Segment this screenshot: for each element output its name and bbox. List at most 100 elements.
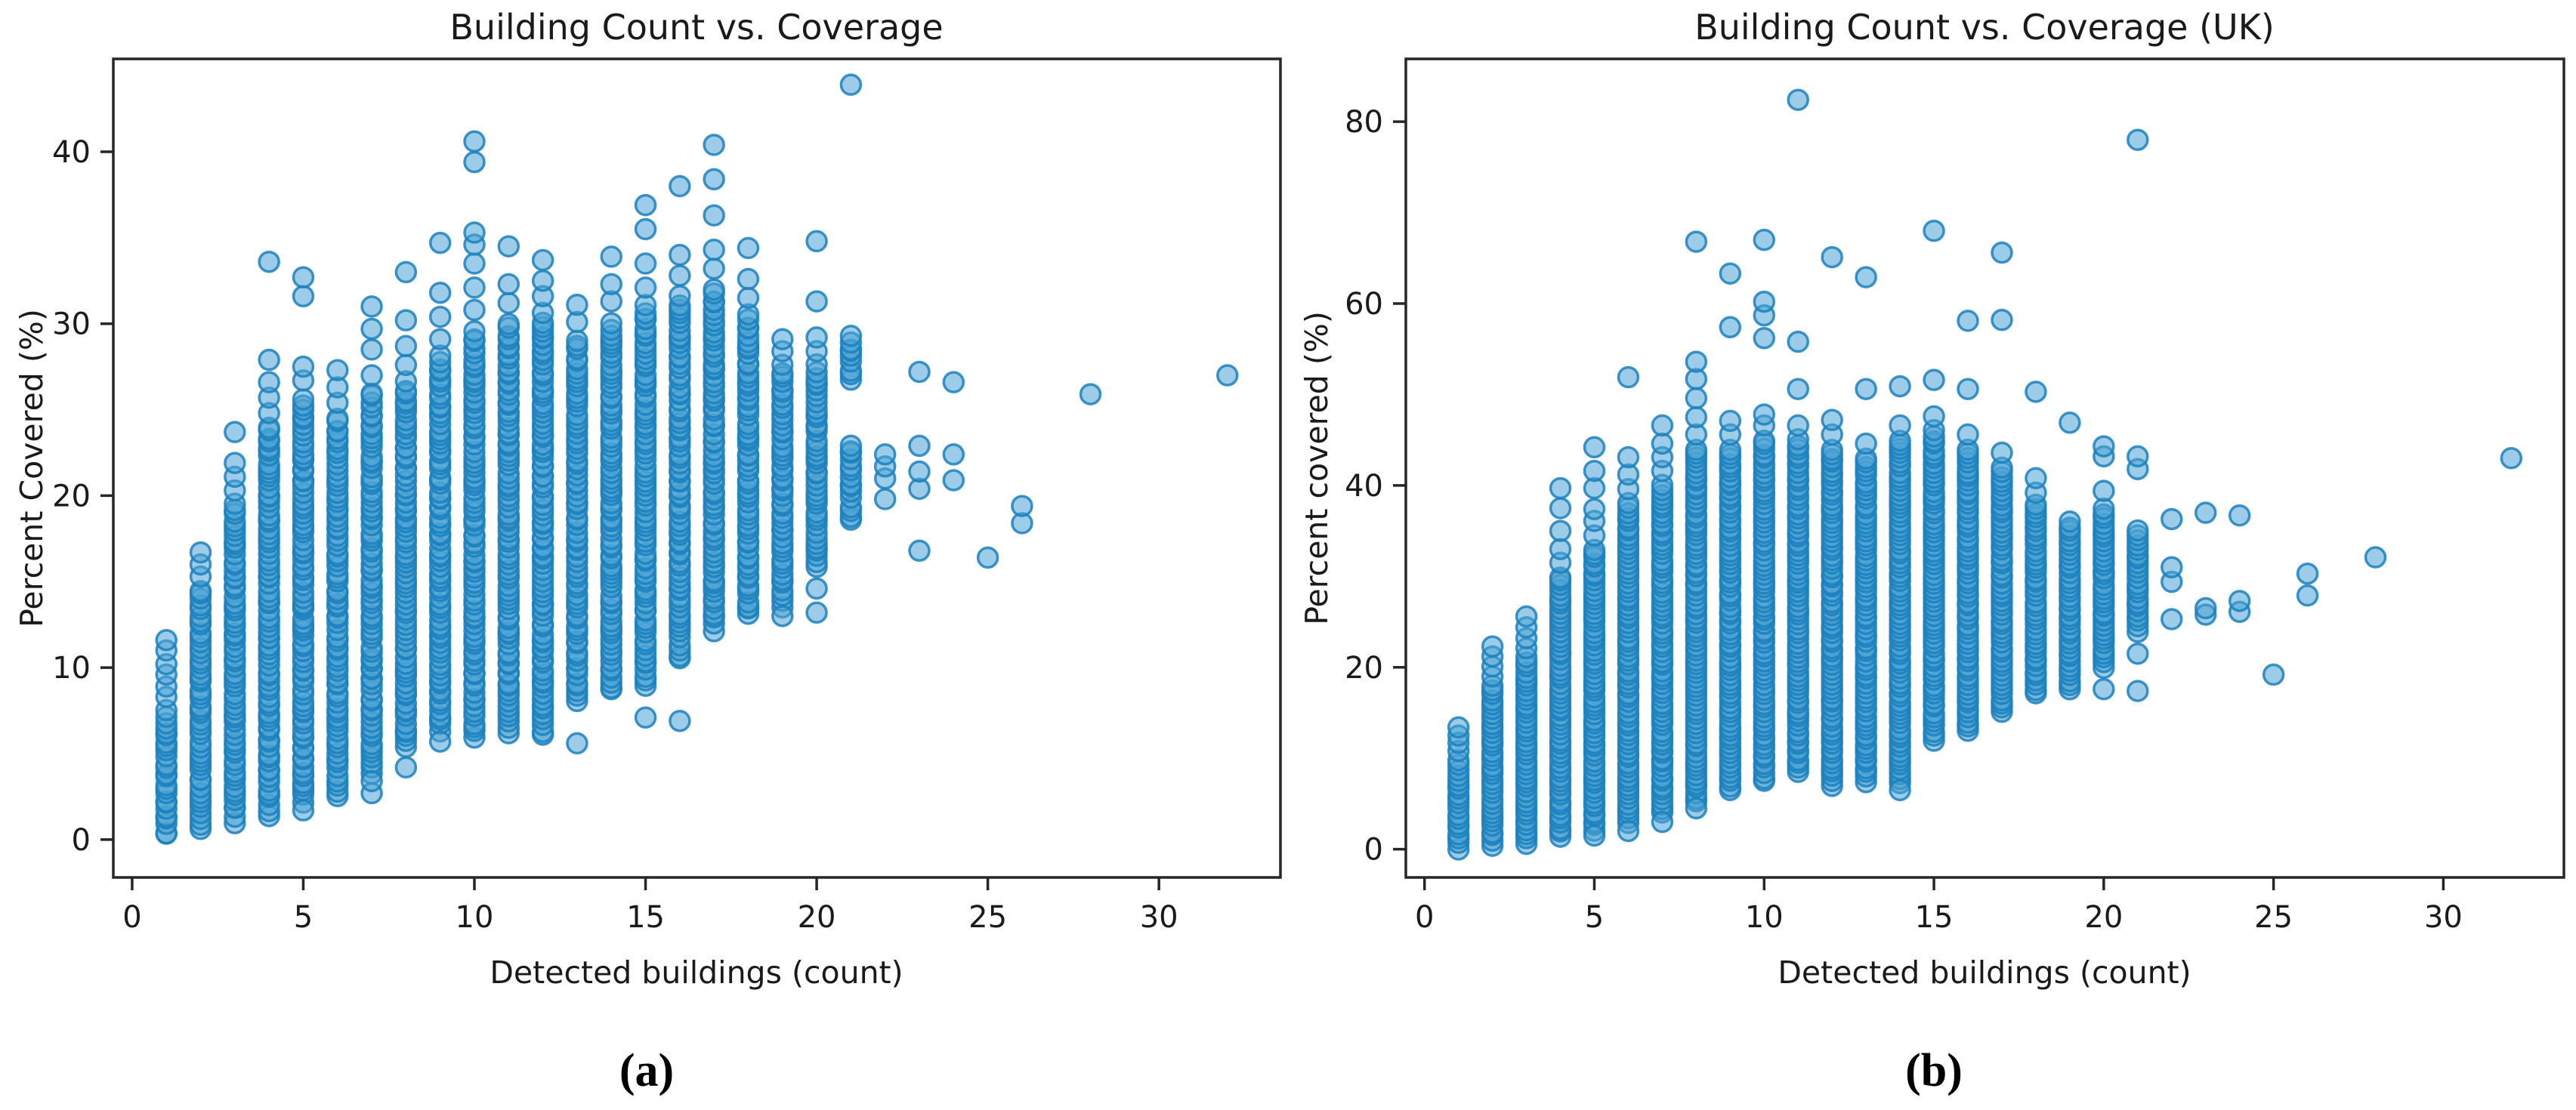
scatter-point [908,434,931,458]
scatter-point [908,460,931,483]
plot-spines [1404,57,2565,879]
scatter-point [634,276,657,299]
scatter-point [531,270,554,292]
scatter-point [258,371,280,393]
scatter-point [1685,350,1708,373]
scatter-point [394,353,418,377]
scatter-point [600,273,622,296]
scatter-point [634,252,657,275]
x-axis-label-b: Detected buildings (count) [1778,954,2191,991]
scatter-point [873,488,897,510]
scatter-point [428,328,452,350]
scatter-point [771,605,794,627]
scatter-point [634,193,657,217]
scatter-point [1923,368,1945,391]
data-points [155,73,1239,845]
scatter-point [189,541,212,564]
scatter-point [839,325,863,347]
scatter-point [2296,584,2319,607]
scatter-point [1583,824,1606,847]
scatter-point [2127,128,2149,151]
scatter-point [873,443,897,466]
scatter-point [1957,423,1979,446]
scatter-point [1991,241,2013,264]
scatter-point [2127,680,2149,702]
scatter-point [2161,608,2183,631]
scatter-point [942,371,965,393]
scatter-point [600,312,622,335]
scatter-point [497,273,520,296]
scatter-point [703,239,725,261]
scatter-point [1617,446,1640,469]
x-tick-label: 15 [626,900,665,935]
scatter-point [224,421,246,443]
scatter-plot-a: Building Count vs. Coverage 0 5 10 15 20 25 30… [14,7,1282,1096]
scatter-point [1957,378,1979,400]
scatter-point [2093,479,2115,502]
scatter-point [360,769,383,793]
scatter-point [1787,414,1809,437]
scatter-plot-b: Building Count vs. Coverage (UK) 0 5 10 15 2… [1299,7,2565,1096]
scatter-point [942,443,965,466]
scatter-point [463,319,486,343]
scatter-point [394,335,418,358]
scatter-point [463,221,486,244]
scatter-point [1549,476,1572,500]
scatter-point [737,267,760,291]
scatter-point [1753,403,1776,426]
scatter-point [566,329,588,352]
scatter-point [1923,219,1945,242]
x-tick-label: 20 [798,900,836,935]
axis-ticks [100,150,1160,890]
scatter-point [1447,716,1470,739]
plot-area-b: 0 5 10 15 20 25 30 0 20 40 60 80 [1345,57,2565,935]
scatter-point [2161,556,2183,579]
scatter-point [2500,447,2523,470]
subfigure-label-b: (b) [1905,1045,1963,1096]
scatter-point [1991,441,2013,464]
y-tick-label: 80 [1345,105,1383,140]
scatter-point [600,245,622,268]
x-tick-label: 30 [1140,900,1178,935]
scatter-point [1685,387,1708,410]
scatter-point [360,317,383,341]
x-tick-label: 10 [1745,900,1784,935]
scatter-point [1617,365,1640,389]
scatter-point [1889,375,1911,398]
scatter-point [2228,504,2251,527]
scatter-point [976,546,999,569]
scatter-point [2059,510,2081,533]
scatter-point [1583,459,1606,483]
scatter-point [1216,364,1239,387]
scatter-point [2161,507,2183,531]
scatter-point [2228,590,2251,612]
y-axis-label-a: Percent Covered (%) [14,309,50,627]
scatter-point [1889,779,1911,802]
scatter-point [463,252,486,275]
tick-labels: 0 5 10 15 20 25 30 0 10 20 30 40 [52,135,1178,935]
scatter-point [805,230,828,253]
scatter-point [1821,245,1843,269]
scatter-point [463,298,486,322]
scatter-point [669,174,691,198]
scatter-point [1515,605,1538,628]
scatter-point [326,359,349,381]
x-tick-label: 5 [294,900,313,935]
scatter-point [669,264,691,287]
scatter-point [942,469,965,492]
scatter-point [1855,378,1877,400]
scatter-point [805,326,828,349]
scatter-point [394,309,418,331]
scatter-point [1549,497,1572,520]
scatter-point [1719,262,1742,285]
x-tick-label: 0 [122,900,141,935]
scatter-point [2093,435,2115,458]
scatter-point [1855,432,1877,455]
scatter-point [292,285,315,308]
x-tick-label: 15 [1915,900,1954,935]
scatter-point [1549,520,1572,542]
y-tick-label: 20 [1345,651,1383,686]
scatter-point [566,293,588,316]
y-axis-label-b: Percent covered (%) [1299,311,1335,625]
